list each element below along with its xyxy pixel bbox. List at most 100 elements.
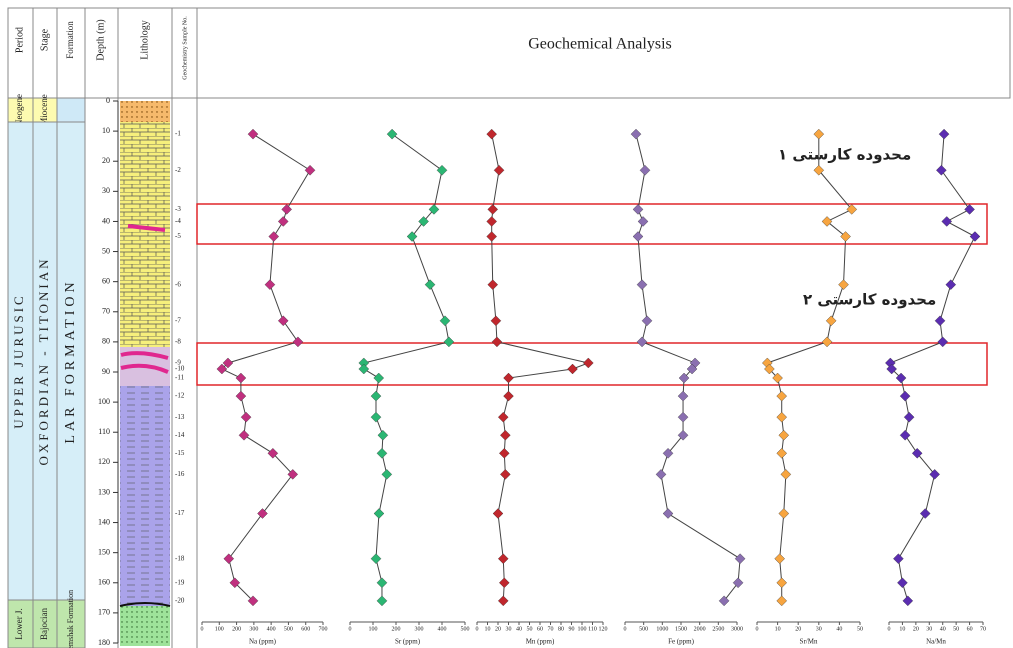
x-tick-label: 90 xyxy=(569,626,575,632)
x-tick-label: 110 xyxy=(588,626,597,632)
point xyxy=(248,129,258,139)
x-tick-label: 10 xyxy=(899,626,905,632)
point xyxy=(942,216,952,226)
sample-label: -10 xyxy=(175,365,185,373)
sample-label: -5 xyxy=(175,232,181,240)
depth-tick-label: 120 xyxy=(98,457,110,466)
point xyxy=(425,280,435,290)
annotation: محدوده کارستی ۲ xyxy=(803,291,936,309)
point xyxy=(822,337,832,347)
point xyxy=(939,129,949,139)
x-tick-label: 300 xyxy=(249,626,258,632)
point xyxy=(504,373,514,383)
point xyxy=(440,316,450,326)
point xyxy=(377,596,387,606)
point xyxy=(903,596,913,606)
x-tick-label: 1500 xyxy=(675,626,687,632)
point xyxy=(374,509,384,519)
x-tick-label: 50 xyxy=(527,626,533,632)
point xyxy=(841,232,851,242)
point xyxy=(777,448,787,458)
x-tick-label: 100 xyxy=(369,626,378,632)
point xyxy=(487,129,497,139)
shemshak xyxy=(120,606,170,646)
point xyxy=(500,469,510,479)
point xyxy=(637,280,647,290)
point xyxy=(437,165,447,175)
x-tick-label: 0 xyxy=(756,626,759,632)
point xyxy=(492,337,502,347)
point xyxy=(893,554,903,564)
point xyxy=(637,337,647,347)
x-tick-label: 70 xyxy=(548,626,554,632)
point xyxy=(488,280,498,290)
sample-label: -11 xyxy=(175,374,185,382)
x-tick-label: 80 xyxy=(558,626,564,632)
point xyxy=(777,412,787,422)
sample-label: -2 xyxy=(175,166,181,174)
point xyxy=(265,280,275,290)
header-cell: Lithology xyxy=(139,20,150,59)
point xyxy=(224,554,234,564)
point xyxy=(258,509,268,519)
point xyxy=(733,578,743,588)
point xyxy=(719,596,729,606)
depth-tick-label: 60 xyxy=(102,276,110,285)
x-tick-label: 50 xyxy=(953,626,959,632)
point xyxy=(900,391,910,401)
point xyxy=(920,509,930,519)
point xyxy=(936,165,946,175)
x-tick-label: 700 xyxy=(319,626,328,632)
point xyxy=(678,412,688,422)
point xyxy=(656,469,666,479)
point xyxy=(487,216,497,226)
x-tick-label: 300 xyxy=(415,626,424,632)
sample-label: -15 xyxy=(175,449,185,457)
x-axis-title: Sr (ppm) xyxy=(395,638,421,646)
x-tick-label: 0 xyxy=(624,626,627,632)
x-axis-title: Fe (ppm) xyxy=(668,638,695,646)
depth-tick-label: 140 xyxy=(98,517,110,526)
header-cell: Stage xyxy=(39,28,50,51)
x-tick-label: 30 xyxy=(926,626,932,632)
depth-tick-label: 150 xyxy=(98,547,110,556)
sample-label: -8 xyxy=(175,337,181,345)
x-tick-label: 30 xyxy=(816,626,822,632)
x-axis-title: Na/Mn xyxy=(926,638,946,646)
point xyxy=(935,316,945,326)
x-tick-label: 0 xyxy=(476,626,479,632)
point xyxy=(839,280,849,290)
point xyxy=(239,430,249,440)
x-tick-label: 200 xyxy=(232,626,241,632)
point xyxy=(965,204,975,214)
header-cell: Formation xyxy=(65,21,75,59)
sandstone xyxy=(120,101,170,122)
x-tick-label: 20 xyxy=(495,626,501,632)
point xyxy=(269,232,279,242)
unit-label: UPPER JURUSIC xyxy=(11,293,26,428)
x-tick-label: 50 xyxy=(857,626,863,632)
point xyxy=(735,554,745,564)
point xyxy=(938,337,948,347)
point xyxy=(814,129,824,139)
point xyxy=(900,430,910,440)
x-tick-label: 70 xyxy=(980,626,986,632)
point xyxy=(583,358,593,368)
x-tick-label: 600 xyxy=(301,626,310,632)
point xyxy=(777,596,787,606)
point xyxy=(359,364,369,374)
depth-tick-label: 170 xyxy=(98,608,110,617)
point xyxy=(374,373,384,383)
x-axis-title: Na (ppm) xyxy=(249,638,277,646)
point xyxy=(775,554,785,564)
point xyxy=(377,448,387,458)
point xyxy=(282,204,292,214)
depth-tick-label: 130 xyxy=(98,487,110,496)
point xyxy=(371,391,381,401)
point xyxy=(498,412,508,422)
point xyxy=(663,509,673,519)
depth-tick-label: 40 xyxy=(102,216,110,225)
unit-label: Neogene xyxy=(14,94,24,126)
point xyxy=(377,578,387,588)
point xyxy=(488,204,498,214)
